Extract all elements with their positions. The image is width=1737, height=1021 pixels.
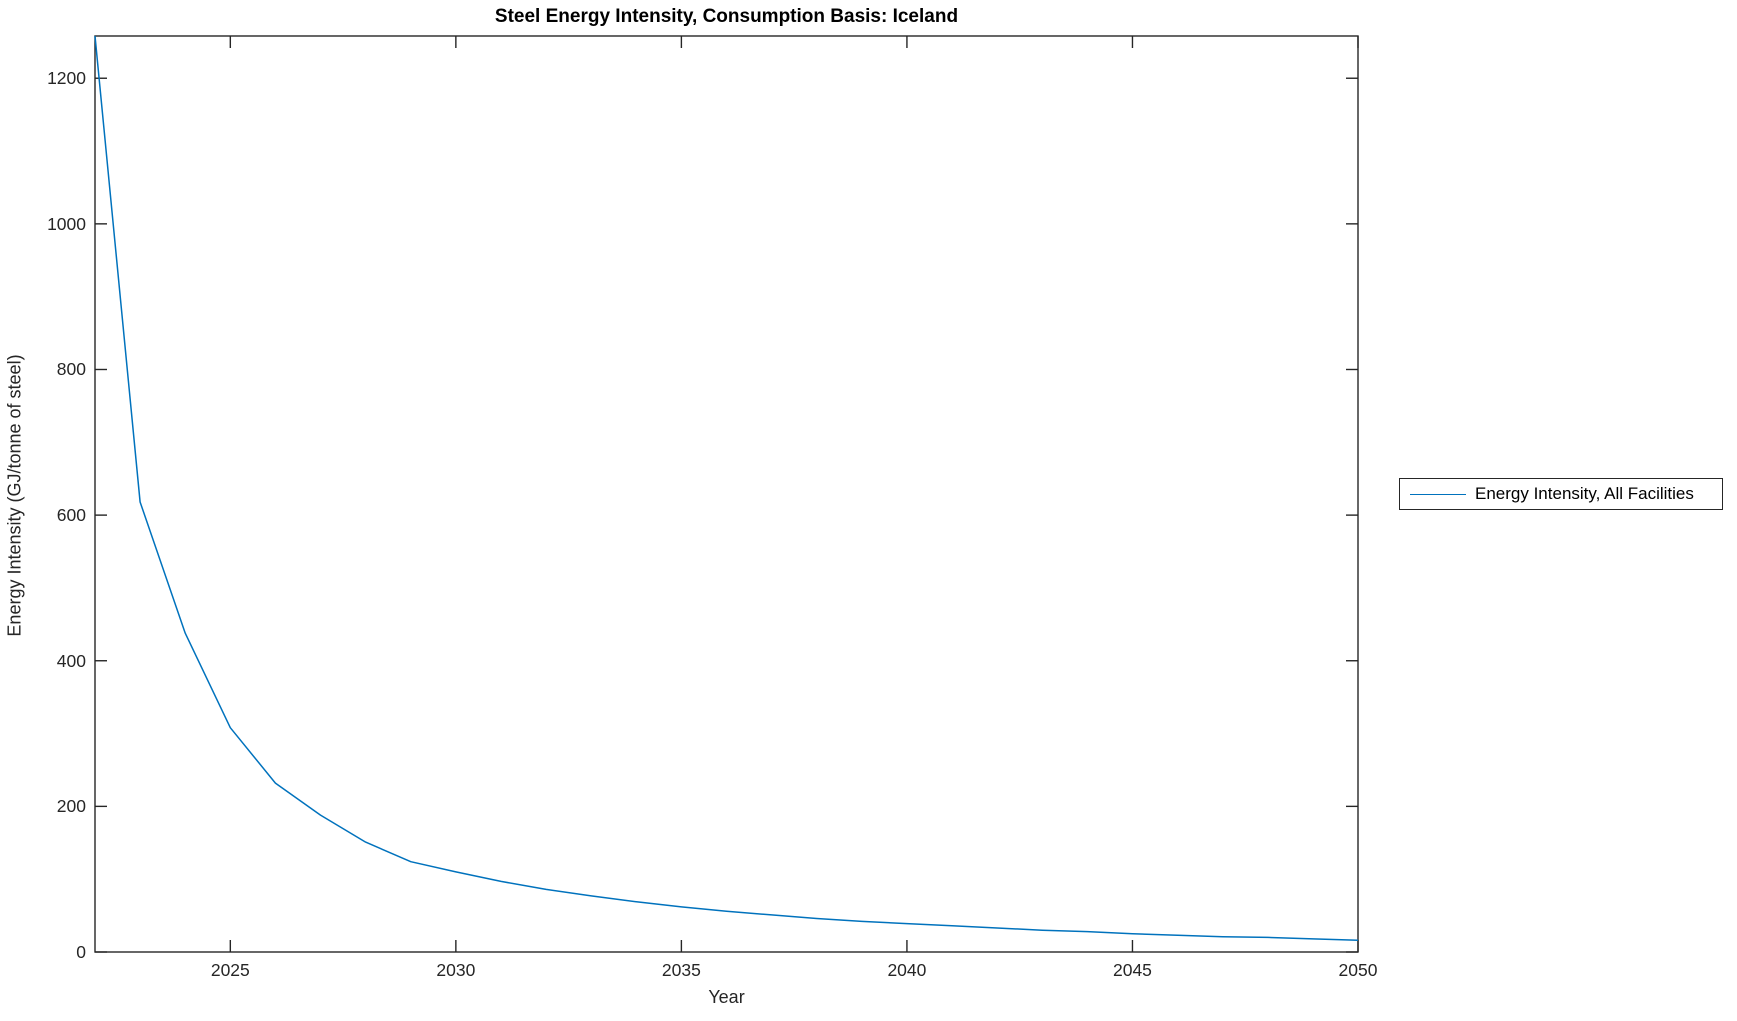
legend-line-icon [1410, 493, 1466, 495]
y-tick-label: 0 [76, 942, 86, 962]
legend[interactable]: Energy Intensity, All Facilities [1399, 478, 1723, 510]
x-axis-label: Year [708, 987, 745, 1007]
x-tick-label: 2050 [1338, 960, 1378, 980]
axes-box [94, 35, 1359, 953]
legend-label: Energy Intensity, All Facilities [1475, 484, 1694, 503]
x-tick-label: 2040 [887, 960, 927, 980]
x-tick-label: 2030 [436, 960, 476, 980]
y-tick-label: 1200 [47, 68, 86, 89]
y-tick-label: 400 [56, 650, 86, 671]
y-tick-label: 200 [56, 796, 86, 817]
x-tick-label: 2045 [1112, 960, 1152, 980]
y-tick-label: 800 [56, 359, 86, 380]
y-tick-label: 600 [56, 505, 86, 526]
x-tick-label: 2035 [661, 960, 701, 980]
x-tick-label: 2025 [210, 960, 250, 980]
chart-title: Steel Energy Intensity, Consumption Basi… [494, 6, 959, 27]
y-tick-label: 1000 [47, 213, 86, 234]
series-line [94, 35, 1359, 942]
